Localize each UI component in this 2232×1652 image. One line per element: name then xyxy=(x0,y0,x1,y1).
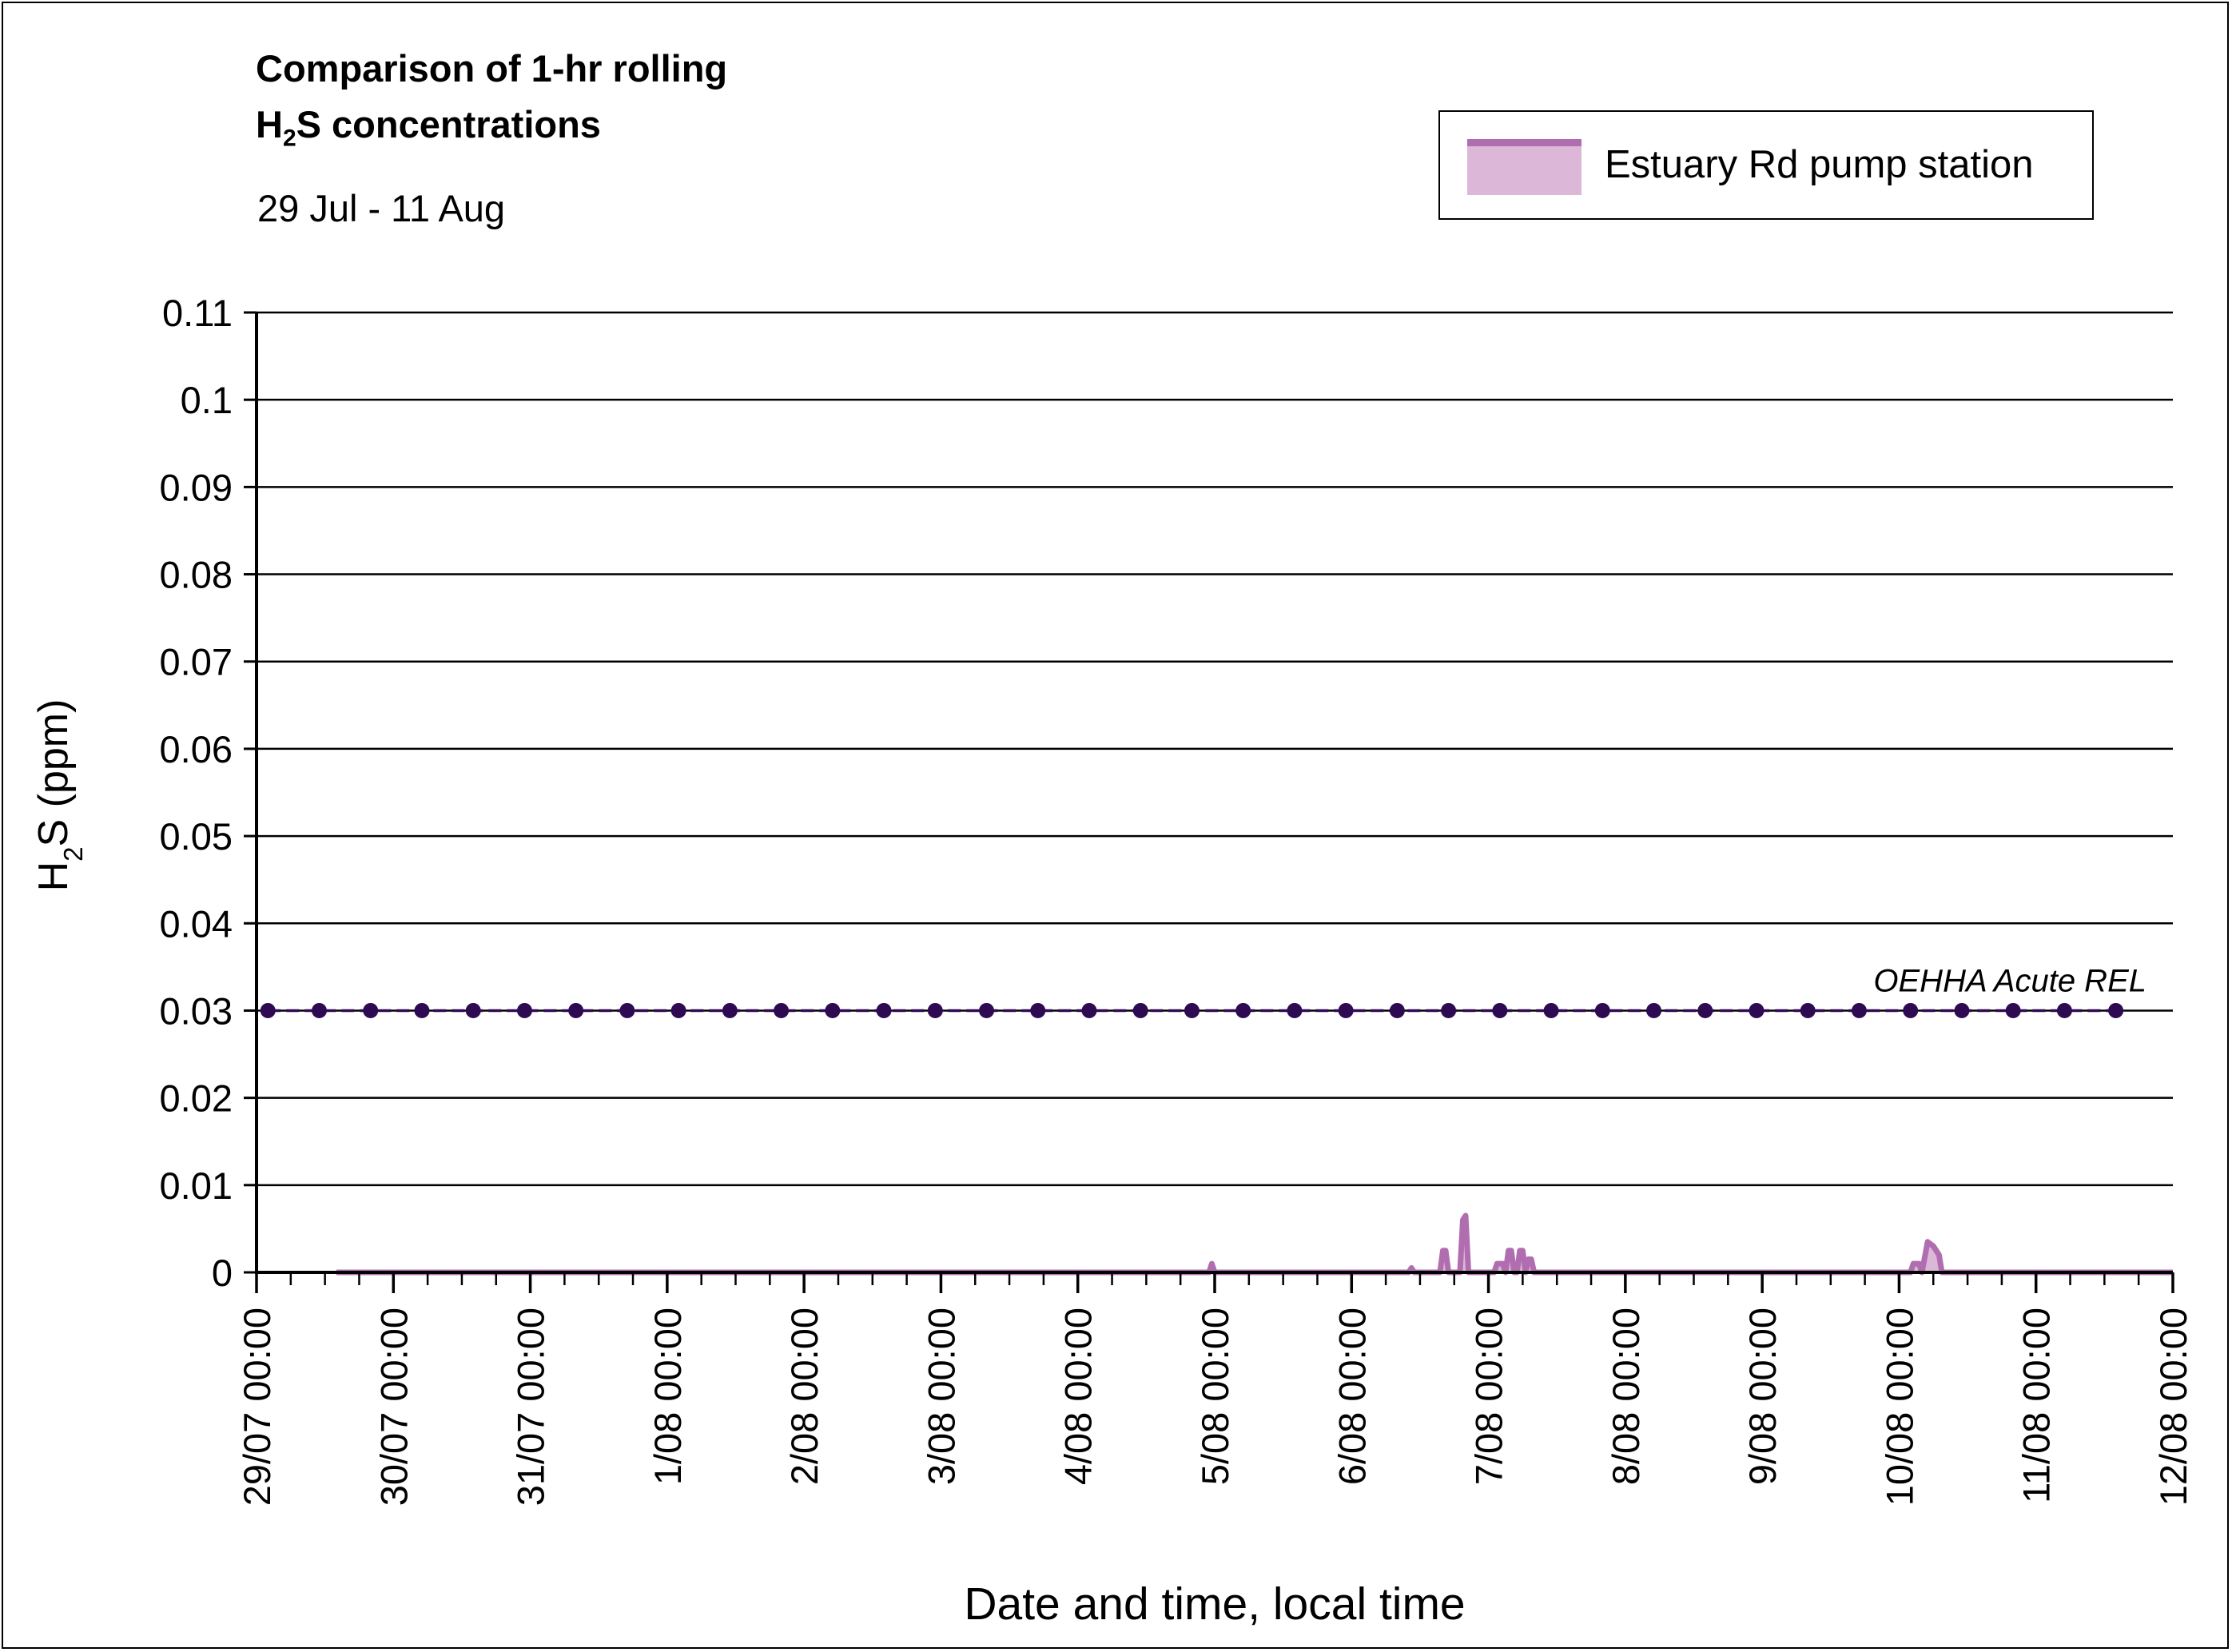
y-tick-label: 0.11 xyxy=(162,292,233,334)
x-tick-label: 7/08 00:00 xyxy=(1468,1308,1510,1485)
threshold-marker xyxy=(1030,1002,1046,1018)
y-tick-label: 0 xyxy=(212,1252,233,1294)
y-tick-label: 0.06 xyxy=(160,728,233,770)
x-tick-label: 11/08 00:00 xyxy=(2015,1308,2058,1503)
threshold-marker xyxy=(465,1002,481,1018)
y-tick-label: 0.02 xyxy=(160,1077,233,1120)
gridlines xyxy=(244,311,2173,1274)
series-area xyxy=(336,1216,2174,1272)
threshold-marker xyxy=(414,1002,430,1018)
axes xyxy=(255,312,2174,1293)
threshold-marker xyxy=(516,1002,532,1018)
y-tick-labels: 0 0.01 0.02 0.03 0.04 0.05 0.06 0.07 0.08 0.09 0.1… xyxy=(160,292,233,1294)
threshold-marker xyxy=(1646,1002,1662,1018)
threshold-marker xyxy=(568,1002,584,1018)
threshold-marker xyxy=(825,1002,841,1018)
x-tick-label: 10/08 00:00 xyxy=(1878,1308,1920,1506)
threshold-marker xyxy=(1851,1002,1867,1018)
threshold-marker xyxy=(1492,1002,1508,1018)
threshold-marker xyxy=(619,1002,635,1018)
chart-title-line1: Comparison of 1-hr rolling xyxy=(256,47,728,90)
threshold-marker xyxy=(1338,1002,1354,1018)
threshold-marker xyxy=(774,1002,790,1018)
threshold-marker xyxy=(1594,1002,1610,1018)
y-tick-label: 0.04 xyxy=(160,902,233,945)
x-axis-title: Date and time, local time xyxy=(964,1578,1465,1630)
chart-subtitle: 29 Jul - 11 Aug xyxy=(257,187,506,229)
threshold-marker xyxy=(1235,1002,1251,1018)
threshold-series xyxy=(260,1002,2124,1018)
threshold-marker xyxy=(1697,1002,1713,1018)
x-tick-label: 3/08 00:00 xyxy=(920,1308,962,1485)
threshold-marker xyxy=(1081,1002,1097,1018)
threshold-marker xyxy=(363,1002,379,1018)
x-tick-label: 6/08 00:00 xyxy=(1331,1308,1373,1485)
x-tick-label: 5/08 00:00 xyxy=(1194,1308,1236,1485)
y-tick-label: 0.09 xyxy=(160,466,233,508)
y-tick-label: 0.03 xyxy=(160,989,233,1032)
threshold-marker xyxy=(1954,1002,1970,1018)
y-axis-title: H2S (ppm) xyxy=(30,699,88,892)
threshold-marker xyxy=(1132,1002,1148,1018)
y-tick-label: 0.1 xyxy=(181,379,233,421)
y-tick-label: 0.05 xyxy=(160,815,233,858)
threshold-marker xyxy=(2108,1002,2124,1018)
threshold-marker xyxy=(1184,1002,1200,1018)
x-tick-label: 31/07 00:00 xyxy=(510,1308,552,1506)
series-line xyxy=(336,1212,2173,1276)
y-tick-label: 0.07 xyxy=(160,641,233,683)
threshold-marker xyxy=(1441,1002,1457,1018)
threshold-marker xyxy=(927,1002,943,1018)
x-tick-label: 8/08 00:00 xyxy=(1605,1308,1647,1485)
threshold-marker xyxy=(312,1002,328,1018)
data-series xyxy=(336,1212,2174,1276)
threshold-marker xyxy=(1903,1002,1919,1018)
x-tick-label: 12/08 00:00 xyxy=(2152,1308,2194,1506)
x-tick-label: 2/08 00:00 xyxy=(783,1308,826,1485)
threshold-marker xyxy=(1389,1002,1405,1018)
threshold-label: OEHHA Acute REL xyxy=(1873,963,2146,998)
threshold-marker xyxy=(1749,1002,1765,1018)
threshold-marker xyxy=(876,1002,892,1018)
threshold-marker xyxy=(722,1002,738,1018)
y-tick-label: 0.08 xyxy=(160,554,233,596)
x-tick-label: 1/08 00:00 xyxy=(647,1308,689,1485)
legend-swatch xyxy=(1467,139,1581,195)
chart-title-line2: H2S concentrations xyxy=(256,103,601,152)
x-tick-label: 9/08 00:00 xyxy=(1741,1308,1784,1485)
threshold-marker xyxy=(260,1002,276,1018)
threshold-marker xyxy=(1287,1002,1303,1018)
x-tick-label: 29/07 00:00 xyxy=(236,1308,278,1506)
threshold-marker xyxy=(2056,1002,2072,1018)
x-tick-label: 30/07 00:00 xyxy=(372,1308,415,1506)
y-tick-label: 0.01 xyxy=(160,1164,233,1207)
threshold-marker xyxy=(1800,1002,1816,1018)
threshold-marker xyxy=(1543,1002,1559,1018)
x-tick-labels: 29/07 00:00 30/07 00:00 31/07 00:00 1/08 00… xyxy=(236,1308,2194,1506)
threshold-marker xyxy=(670,1002,686,1018)
legend-label: Estuary Rd pump station xyxy=(1605,143,2034,186)
x-tick-label: 4/08 00:00 xyxy=(1057,1308,1100,1485)
threshold-marker xyxy=(2005,1002,2021,1018)
threshold-marker xyxy=(979,1002,995,1018)
legend: Estuary Rd pump station xyxy=(1438,110,2094,220)
